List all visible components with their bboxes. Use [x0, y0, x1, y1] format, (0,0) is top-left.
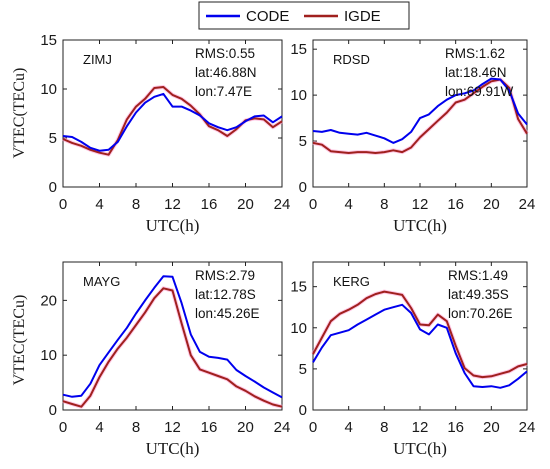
x-tick-label: 0: [309, 196, 317, 213]
x-tick-label: 0: [59, 419, 67, 436]
x-tick-label: 24: [519, 419, 536, 436]
x-tick-label: 4: [344, 196, 352, 213]
x-axis-label: UTC(h): [393, 216, 447, 235]
y-tick-label: 15: [40, 32, 57, 49]
x-tick-label: 16: [201, 419, 218, 436]
station-info-line: RMS:1.49: [448, 268, 508, 283]
y-tick-label: 15: [290, 279, 307, 296]
panel-mayg: 0 4 8 12 16 20 24 0 10 20 UTC(h) MAYG RMS:2.79 lat:12…: [40, 261, 291, 458]
x-tick-label: 12: [164, 196, 181, 213]
x-tick-label: 0: [309, 419, 317, 436]
plot-area: [312, 39, 528, 188]
series-line-code: [62, 275, 283, 399]
panel-rdsd: 0 4 8 12 16 20 24 0 5 10 15 UTC(h) RDSD RMS:1.62 lat:1…: [290, 39, 536, 235]
station-label: ZIMJ: [83, 52, 112, 67]
y-tick-label: 0: [49, 402, 57, 419]
legend-label-igde: IGDE: [344, 8, 381, 25]
station-label: RDSD: [333, 52, 370, 67]
x-tick-label: 12: [164, 419, 181, 436]
x-tick-label: 20: [237, 419, 254, 436]
legend-label-code: CODE: [246, 8, 289, 25]
x-tick-label: 8: [380, 196, 388, 213]
x-tick-label: 20: [237, 196, 254, 213]
series-line-igde: [312, 78, 528, 154]
x-tick-label: 16: [201, 196, 218, 213]
station-info-line: lat:12.78S: [195, 287, 256, 302]
x-axis-label: UTC(h): [393, 439, 447, 458]
y-tick-label: 0: [49, 179, 57, 196]
y-tick-label: 10: [290, 320, 307, 337]
x-axis-label: UTC(h): [146, 216, 200, 235]
x-tick-label: 24: [274, 419, 291, 436]
station-info-line: RMS:1.62: [445, 46, 505, 61]
plot-area: [62, 261, 283, 411]
y-tick-label: 5: [299, 133, 307, 150]
x-tick-label: 12: [412, 196, 429, 213]
station-info-line: lat:46.88N: [195, 65, 257, 80]
series-line-igde: [312, 290, 528, 379]
x-tick-label: 8: [132, 196, 140, 213]
y-tick-label: 15: [290, 41, 307, 58]
plot-area: [62, 39, 283, 188]
station-info-line: RMS:0.55: [195, 46, 255, 61]
x-tick-label: 0: [59, 196, 67, 213]
station-info-line: lon:45.26E: [195, 306, 260, 321]
x-axis-label: UTC(h): [146, 439, 200, 458]
x-tick-label: 20: [483, 196, 500, 213]
y-tick-label: 0: [299, 179, 307, 196]
x-tick-label: 4: [95, 196, 103, 213]
x-tick-label: 24: [519, 196, 536, 213]
station-info-line: lat:49.35S: [448, 287, 509, 302]
x-tick-label: 20: [483, 419, 500, 436]
x-tick-label: 8: [132, 419, 140, 436]
y-tick-label: 5: [299, 361, 307, 378]
panel-kerg: 0 4 8 12 16 20 24 0 5 10 15 UTC(h) KERG RMS:1.49 lat:4…: [290, 261, 536, 458]
station-info-line: lat:18.46N: [445, 65, 507, 80]
station-label: KERG: [333, 274, 370, 289]
series-line-code: [312, 77, 528, 144]
x-tick-label: 12: [412, 419, 429, 436]
station-info-line: RMS:2.79: [195, 268, 255, 283]
x-tick-label: 16: [447, 419, 464, 436]
x-tick-label: 8: [380, 419, 388, 436]
series-line-code: [312, 303, 528, 389]
y-tick-label: 20: [40, 292, 57, 309]
y-tick-label: 10: [40, 347, 57, 364]
x-tick-label: 24: [274, 196, 291, 213]
y-tick-label: 10: [40, 81, 57, 98]
series-line-igde: [62, 287, 283, 408]
y-axis-label-top: VTEC(TECu): [11, 68, 28, 159]
station-info-line: lon:70.26E: [448, 306, 513, 321]
x-tick-label: 4: [344, 419, 352, 436]
station-label: MAYG: [83, 274, 120, 289]
y-tick-label: 5: [49, 130, 57, 147]
y-tick-label: 10: [290, 87, 307, 104]
series-line-code: [62, 92, 283, 152]
legend: CODE IGDE: [198, 1, 410, 30]
x-tick-label: 4: [95, 419, 103, 436]
y-axis-label-bottom: VTEC(TECu): [11, 295, 28, 386]
x-tick-label: 16: [447, 196, 464, 213]
station-info-line: lon:7.47E: [195, 84, 252, 99]
panel-zimj: 0 4 8 12 16 20 24 0 5 10 15 UTC(h) ZIMJ RMS:0.55 lat:4…: [40, 32, 290, 235]
y-tick-label: 0: [299, 402, 307, 419]
station-info-line: lon:69.91W: [445, 84, 514, 99]
